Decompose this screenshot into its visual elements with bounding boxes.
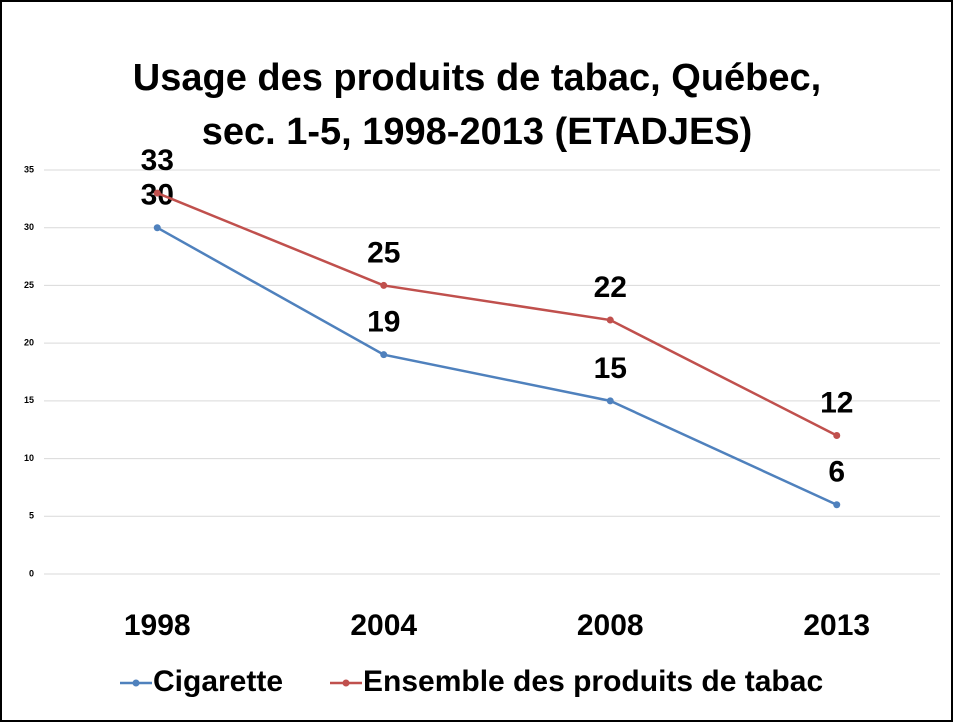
y-tick-label: 0: [29, 568, 34, 578]
data-point: [606, 397, 614, 405]
x-tick-label: 2004: [350, 609, 417, 642]
chart-title: Usage des produits de tabac, Québec,: [133, 57, 821, 99]
chart-title: sec. 1-5, 1998-2013 (ETADJES): [202, 111, 753, 153]
data-label: 19: [367, 306, 400, 339]
y-tick-label: 20: [24, 338, 34, 348]
y-tick-label: 30: [24, 222, 34, 232]
y-tick-label: 15: [24, 395, 34, 405]
data-point: [153, 224, 161, 232]
data-label: 22: [594, 271, 627, 304]
series-line: [156, 226, 838, 506]
y-tick-label: 5: [29, 511, 34, 521]
data-label: 12: [820, 386, 853, 419]
data-label: 6: [828, 456, 845, 489]
y-tick-label: 10: [24, 453, 34, 463]
data-point: [153, 189, 161, 197]
legend-label: Ensemble des produits de tabac: [363, 665, 823, 698]
data-label: 25: [367, 236, 400, 269]
y-tick-label: 35: [24, 164, 34, 174]
data-point: [606, 316, 614, 324]
x-tick-label: 1998: [124, 609, 191, 642]
data-point: [833, 431, 841, 439]
data-point: [380, 281, 388, 289]
data-label: 33: [141, 144, 174, 177]
legend-label: Cigarette: [153, 665, 283, 698]
data-point: [833, 501, 841, 509]
series-line: [156, 191, 838, 437]
y-tick-label: 25: [24, 280, 34, 290]
data-label: 15: [594, 352, 627, 385]
data-point: [380, 351, 388, 359]
x-tick-label: 2013: [803, 609, 870, 642]
x-tick-label: 2008: [577, 609, 644, 642]
legend-marker: [132, 679, 140, 687]
legend-marker: [342, 679, 350, 687]
